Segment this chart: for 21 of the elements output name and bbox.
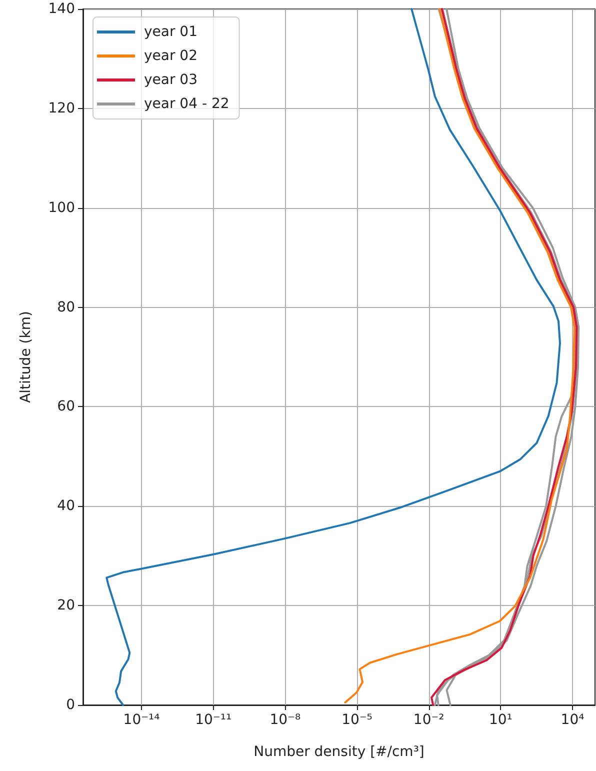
x-tick-label: 10⁻²: [413, 712, 444, 728]
legend-label: year 01: [144, 24, 198, 40]
y-tick-label: 80: [57, 299, 75, 316]
x-tick-label: 10⁻⁵: [342, 712, 372, 728]
y-tick-label: 40: [57, 498, 75, 514]
x-tick-label: 10⁻¹⁴: [123, 712, 160, 728]
legend-label: year 02: [144, 48, 198, 64]
x-tick-label: 10⁻⁸: [270, 712, 301, 728]
y-tick-label: 60: [57, 398, 75, 415]
x-tick-label: 10¹: [488, 712, 512, 728]
y-tick-label: 100: [48, 200, 75, 216]
legend-label: year 04 - 22: [144, 96, 230, 112]
y-tick-label: 0: [66, 697, 75, 713]
y-axis-title: Altitude (km): [18, 311, 34, 403]
y-tick-label: 20: [57, 598, 75, 614]
legend-label: year 03: [144, 72, 198, 88]
y-tick-label: 120: [48, 100, 75, 116]
x-tick-label: 10⁴: [560, 712, 585, 728]
y-tick-label: 140: [48, 1, 75, 17]
x-axis-title: Number density [#/cm³]: [254, 744, 424, 760]
x-tick-label: 10⁻¹¹: [195, 712, 232, 728]
